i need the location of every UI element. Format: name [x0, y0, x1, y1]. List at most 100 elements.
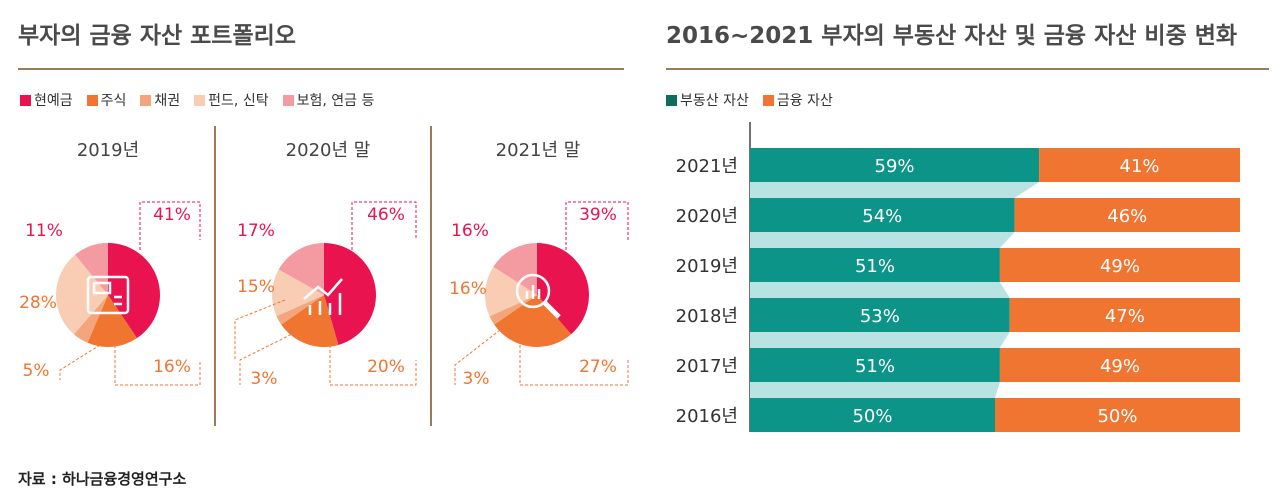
portfolio-legend-swatch — [194, 94, 206, 106]
bar-real-estate — [750, 148, 1040, 182]
bar-financial — [1039, 148, 1240, 182]
pie-slice — [324, 243, 376, 345]
pie-percent-label: 16% — [449, 279, 487, 299]
pie-leader-line — [519, 345, 629, 386]
asset-ratio-legend-label: 금융 자산 — [776, 93, 833, 109]
right-legend: 부동산 자산 금융 자산 — [666, 90, 833, 110]
right-title-rule — [666, 68, 1269, 70]
pie-leader-line — [454, 329, 501, 385]
bar-real-estate — [750, 398, 995, 432]
portfolio-pie-charts: 41% 16% 5% 28% 11% 46% 20% 3% 15% 17% 39% 27% 3% 16% 1… — [19, 201, 629, 389]
pie-percent-label: 17% — [237, 221, 275, 241]
portfolio-legend-item: 채권 — [140, 90, 180, 110]
bar-real-estate — [750, 348, 1000, 382]
pie-slice — [494, 295, 572, 347]
bar-value-label: 50% — [1097, 406, 1137, 427]
bar-connector — [750, 182, 1040, 198]
pie-percent-label: 3% — [463, 369, 490, 389]
pie-leader-line — [351, 201, 417, 250]
pie-percent-label: 16% — [451, 221, 489, 241]
portfolio-legend-label: 현예금 — [34, 93, 73, 109]
pie-leader-line — [114, 345, 201, 386]
pie-slice — [278, 243, 324, 295]
bar-value-label: 51% — [855, 356, 895, 377]
calculator-icon — [86, 275, 130, 315]
pie-percent-label: 11% — [25, 221, 63, 241]
pie-percent-label: 5% — [23, 361, 50, 381]
pie-percent-label: 16% — [153, 357, 191, 377]
pie-slice — [485, 266, 537, 317]
bar-category-label: 2019년 — [676, 256, 738, 277]
pie-separator — [214, 126, 216, 426]
portfolio-legend-swatch — [20, 94, 31, 106]
bar-value-label: 59% — [875, 156, 915, 177]
bar-connector — [750, 232, 1015, 248]
portfolio-legend-item: 보험, 연금 등 — [282, 90, 375, 110]
portfolio-legend-label: 주식 — [100, 93, 127, 109]
pie-year-label: 2021년 말 — [495, 140, 581, 161]
bar-category-label: 2018년 — [676, 306, 738, 327]
portfolio-legend-swatch — [140, 94, 152, 106]
pie-slice — [493, 243, 537, 295]
bar-category-label: 2021년 — [676, 156, 738, 177]
left-title-rule — [18, 68, 624, 70]
portfolio-legend-item: 펀드, 신탁 — [194, 90, 269, 110]
pie-percent-label: 20% — [367, 357, 405, 377]
pie-percent-label: 28% — [19, 293, 57, 313]
pie-slice — [489, 295, 537, 325]
portfolio-legend-label: 보험, 연금 등 — [296, 93, 375, 109]
bar-value-label: 47% — [1105, 306, 1145, 327]
bar-financial — [995, 398, 1240, 432]
bar-value-label: 51% — [855, 256, 895, 277]
asset-ratio-legend-swatch — [762, 94, 774, 106]
bar-category-label: 2017년 — [676, 356, 738, 377]
bar-value-label: 49% — [1100, 356, 1140, 377]
growth-chart-icon — [303, 278, 343, 315]
portfolio-legend-label: 펀드, 신탁 — [208, 93, 269, 109]
asset-ratio-legend-swatch — [666, 94, 677, 106]
asset-ratio-legend-item: 부동산 자산 — [666, 90, 749, 110]
pie-leader-line — [234, 299, 286, 360]
pie-percent-label: 27% — [579, 357, 617, 377]
pie-leader-line — [59, 344, 101, 380]
pie-percent-label: 41% — [153, 205, 191, 225]
asset-ratio-bar-chart: 2021년 59% 41% 2020년 54% 46% 2019년 51% 49% 2018년 53… — [676, 122, 1240, 432]
bar-value-label: 41% — [1120, 156, 1160, 177]
right-chart-title: 2016~2021 부자의 부동산 자산 및 금융 자산 비중 변화 — [666, 23, 1238, 49]
pie-year-label: 2020년 말 — [285, 140, 371, 161]
pie-slice — [281, 295, 339, 347]
pie-slice — [55, 254, 108, 335]
pie-percent-label: 15% — [237, 277, 275, 297]
bar-category-label: 2020년 — [676, 206, 738, 227]
bar-connector — [750, 332, 1010, 348]
bar-connector — [750, 382, 1000, 398]
magnifier-chart-icon — [515, 273, 561, 319]
portfolio-legend-item: 현예금 — [20, 90, 73, 110]
bar-value-label: 50% — [852, 406, 892, 427]
pie-leader-line — [565, 201, 629, 255]
pie-slice — [87, 295, 137, 347]
pie-slice — [108, 243, 161, 339]
bar-value-label: 49% — [1100, 256, 1140, 277]
bar-category-label: 2016년 — [676, 406, 738, 427]
pie-year-label: 2019년 — [76, 140, 140, 161]
portfolio-legend-label: 채권 — [154, 93, 181, 109]
bar-value-label: 46% — [1107, 206, 1147, 227]
asset-ratio-legend-item: 금융 자산 — [762, 90, 833, 110]
pie-percent-label: 46% — [367, 205, 405, 225]
pie-slice — [271, 269, 324, 317]
bar-value-label: 54% — [862, 206, 902, 227]
source-note: 자료 : 하나금융경영연구소 — [18, 470, 187, 488]
portfolio-legend-item: 주식 — [86, 90, 127, 110]
portfolio-legend-swatch — [86, 94, 98, 106]
pie-leader-line — [239, 329, 301, 385]
asset-ratio-legend-label: 부동산 자산 — [680, 93, 749, 109]
pie-slice — [276, 295, 324, 325]
pie-separator — [430, 126, 432, 426]
pie-percent-label: 3% — [251, 369, 278, 389]
bar-real-estate — [750, 298, 1010, 332]
left-chart-title: 부자의 금융 자산 포트폴리오 — [18, 23, 296, 49]
bar-financial — [999, 248, 1240, 282]
pie-leader-line — [329, 345, 417, 386]
portfolio-legend-swatch — [282, 94, 294, 106]
